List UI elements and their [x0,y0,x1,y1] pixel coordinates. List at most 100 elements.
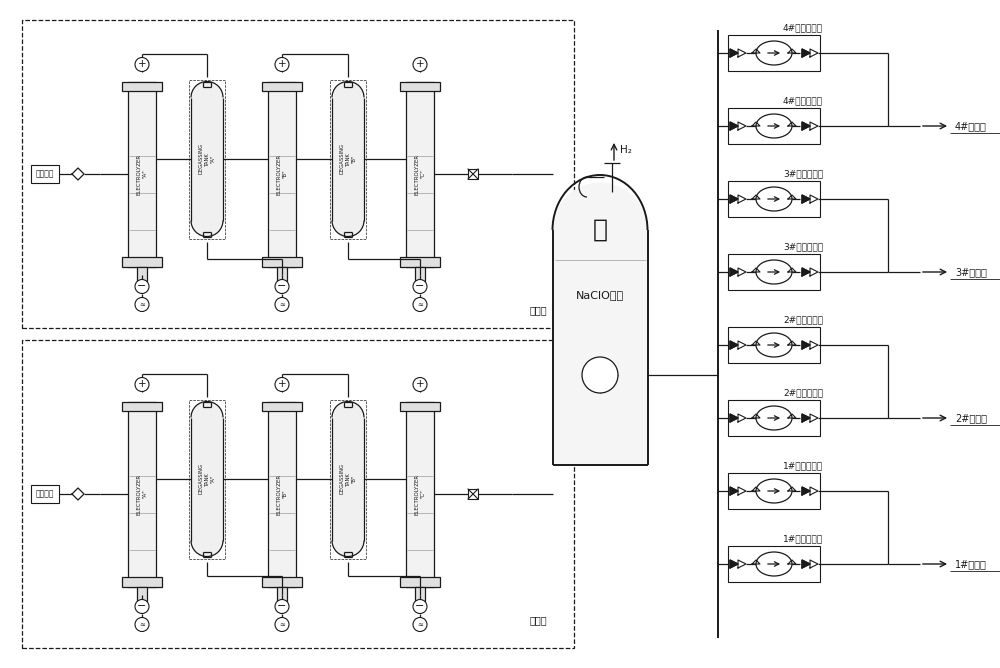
Bar [468,489,478,499]
Polygon shape [802,487,810,495]
Circle shape [275,297,289,311]
Circle shape [413,57,427,71]
Bar [332,418,364,540]
Text: 电解槽: 电解槽 [530,615,548,625]
Text: DEGASSING
TANK
"A": DEGASSING TANK "A" [199,464,215,494]
Polygon shape [730,49,738,57]
Ellipse shape [191,204,223,236]
Polygon shape [730,268,738,276]
Bar [31,485,59,503]
Polygon shape [738,268,746,276]
Text: ELECTROLYZER
"A": ELECTROLYZER "A" [137,154,147,194]
Ellipse shape [191,401,223,434]
Circle shape [413,279,427,293]
Circle shape [275,377,289,391]
Bar [128,81,156,267]
Circle shape [413,599,427,613]
Circle shape [275,279,289,293]
Bar [728,327,820,363]
Polygon shape [802,414,810,422]
Bar [262,81,302,91]
Polygon shape [738,49,746,57]
Bar [552,230,648,465]
Bar [262,577,302,587]
Bar [468,169,478,179]
Text: 电解槽: 电解槽 [530,305,548,315]
Bar [400,257,440,267]
Polygon shape [810,195,818,203]
Bar [728,35,820,71]
Text: ELECTROLYZER
"B": ELECTROLYZER "B" [277,474,287,514]
Circle shape [413,297,427,311]
Polygon shape [730,414,738,422]
Bar [262,257,302,267]
Polygon shape [810,487,818,495]
Text: −: − [137,281,147,291]
Bar [728,108,820,144]
Text: +: + [278,59,286,69]
Circle shape [135,377,149,391]
Bar [330,399,366,558]
Polygon shape [810,122,818,130]
Bar [277,267,287,281]
Text: ≈: ≈ [139,301,145,307]
Polygon shape [802,268,810,276]
Text: +: + [416,379,424,389]
Polygon shape [738,560,746,568]
Text: −: − [277,601,287,611]
Circle shape [135,57,149,71]
Polygon shape [738,487,746,495]
Bar [728,254,820,290]
Text: +: + [278,379,286,389]
Circle shape [275,599,289,613]
Ellipse shape [756,187,792,211]
Text: +: + [138,59,146,69]
Bar [406,81,434,267]
Bar [122,577,162,587]
Bar [400,401,440,411]
Bar [22,20,574,328]
Polygon shape [730,560,738,568]
Text: H₂: H₂ [620,145,632,155]
Polygon shape [730,122,738,130]
Ellipse shape [191,524,223,556]
Text: DEGASSING
TANK
"A": DEGASSING TANK "A" [199,144,215,174]
Ellipse shape [756,479,792,503]
Bar [728,546,820,582]
Bar [122,401,162,411]
Bar [415,587,425,601]
Bar [728,473,820,509]
Text: 3#加药点: 3#加药点 [955,267,987,277]
Bar [122,81,162,91]
Polygon shape [810,49,818,57]
Text: ≈: ≈ [417,301,423,307]
Text: 主: 主 [592,218,608,242]
Polygon shape [738,122,746,130]
Text: −: − [137,601,147,611]
Polygon shape [72,168,84,180]
Text: 3#连续加药泵: 3#连续加药泵 [783,170,823,178]
Polygon shape [802,122,810,130]
Bar [268,81,296,267]
Bar [191,98,223,220]
Text: 2#冲击加药泵: 2#冲击加药泵 [783,389,823,397]
Circle shape [413,617,427,631]
Bar [137,267,147,281]
Bar [400,81,440,91]
Circle shape [135,297,149,311]
Polygon shape [730,195,738,203]
Text: ≈: ≈ [279,301,285,307]
Circle shape [275,617,289,631]
Text: +: + [416,59,424,69]
Polygon shape [738,341,746,349]
Bar [728,400,820,436]
Bar [728,181,820,217]
Polygon shape [738,414,746,422]
Bar [406,401,434,587]
Bar [137,587,147,601]
Bar [277,587,287,601]
Polygon shape [802,560,810,568]
Bar [128,401,156,587]
Bar [31,165,59,183]
Wedge shape [552,182,648,230]
